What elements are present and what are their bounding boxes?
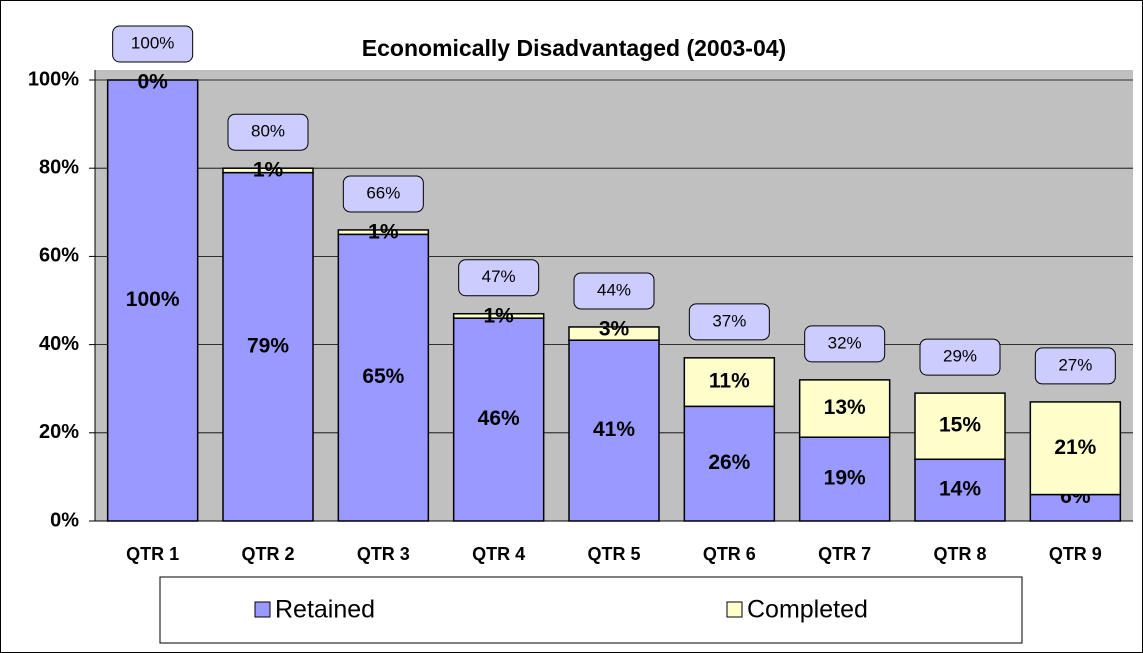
bar-segment	[683, 405, 776, 522]
x-tick-label: QTR 9	[1049, 544, 1102, 564]
data-label: 46%	[478, 407, 520, 430]
legend-swatch	[726, 601, 743, 618]
x-tick-label: QTR 8	[933, 544, 986, 564]
data-label: 13%	[824, 396, 866, 419]
total-label-box	[342, 175, 424, 213]
bar-segment	[337, 233, 430, 522]
legend-label: Completed	[747, 596, 868, 624]
bar-segment	[798, 436, 891, 522]
total-label-box	[1034, 347, 1116, 385]
data-label: 15%	[939, 414, 981, 437]
total-label-box	[804, 325, 886, 363]
data-label: 65%	[362, 365, 404, 388]
total-label: 27%	[1058, 355, 1092, 374]
x-tick-label: QTR 3	[357, 544, 410, 564]
total-label: 32%	[828, 333, 862, 352]
y-tick-label: 80%	[39, 156, 79, 178]
y-tick-label: 0%	[50, 509, 79, 531]
data-label: 1%	[483, 304, 514, 327]
total-label-box	[227, 113, 309, 151]
total-label-box	[919, 338, 1001, 376]
bar-segment	[222, 167, 314, 174]
data-label: 21%	[1054, 436, 1096, 459]
total-label: 37%	[712, 311, 746, 330]
bar-segment	[568, 326, 660, 341]
total-label: 66%	[366, 183, 400, 202]
bar-segment	[222, 171, 314, 522]
total-label-box	[112, 25, 194, 63]
bar-segment	[683, 357, 776, 408]
bar-segment	[914, 392, 1006, 461]
legend-swatch	[254, 601, 271, 618]
data-label: 19%	[824, 467, 866, 490]
y-tick-label: 60%	[39, 245, 79, 267]
data-label: 41%	[593, 418, 635, 441]
bar-segment	[568, 339, 660, 522]
total-label: 100%	[131, 33, 174, 52]
data-label: 1%	[368, 220, 399, 243]
data-label: 14%	[939, 478, 981, 501]
x-tick-label: QTR 2	[241, 544, 294, 564]
legend-box	[159, 576, 1023, 644]
bar-segment	[1029, 493, 1122, 522]
data-label: 3%	[599, 318, 630, 341]
total-label-box	[573, 272, 655, 310]
total-label: 80%	[251, 122, 285, 141]
total-label: 44%	[597, 280, 631, 299]
bar-segment	[337, 229, 430, 236]
total-label-box	[688, 303, 770, 341]
total-label-box	[458, 259, 540, 297]
total-label: 29%	[943, 347, 977, 366]
data-label: 26%	[708, 451, 750, 474]
x-tick-label: QTR 6	[703, 544, 756, 564]
total-label: 47%	[482, 267, 516, 286]
y-tick-label: 100%	[28, 68, 79, 90]
y-tick-label: 20%	[39, 421, 79, 443]
y-tick-label: 40%	[39, 333, 79, 355]
data-label: 11%	[709, 370, 750, 393]
data-label: 0%	[137, 71, 168, 94]
data-label: 1%	[253, 159, 284, 182]
data-label: 79%	[247, 334, 289, 357]
x-tick-label: QTR 4	[472, 544, 525, 564]
data-label: 100%	[126, 288, 180, 311]
bar-segment	[106, 79, 199, 522]
bar-segment	[798, 379, 891, 438]
x-tick-label: QTR 1	[126, 544, 179, 564]
bar-segment	[452, 312, 545, 319]
x-tick-label: QTR 5	[587, 544, 640, 564]
chart-title: Economically Disadvantaged (2003-04)	[362, 35, 786, 61]
bar-segment	[1029, 401, 1122, 496]
x-tick-label: QTR 7	[818, 544, 871, 564]
bar-segment	[914, 458, 1006, 522]
legend-label: Retained	[275, 596, 375, 624]
